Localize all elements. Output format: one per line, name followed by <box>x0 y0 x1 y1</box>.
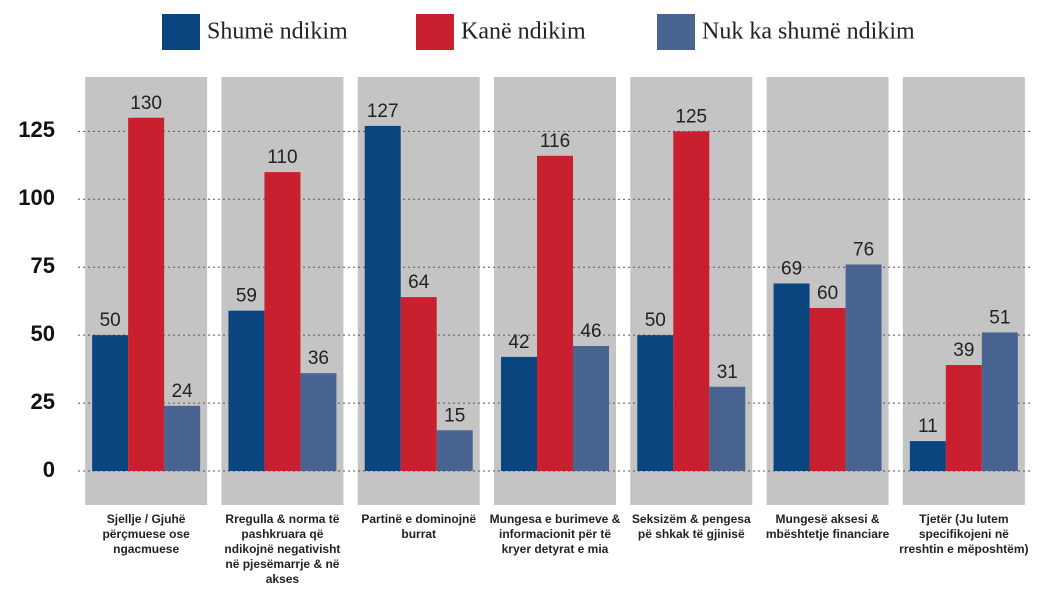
x-tick-label: Seksizëm & pengesa pë shkak të gjinisë <box>631 512 751 541</box>
x-tick-label: Sjellje / Gjuhë përçmuese ose ngacmuese <box>102 512 190 556</box>
bar <box>400 297 437 471</box>
bar <box>501 356 537 471</box>
value-label: 76 <box>853 240 874 261</box>
y-tick-label: 50 <box>31 321 55 346</box>
bar <box>573 346 609 471</box>
value-label: 50 <box>645 310 666 331</box>
bar <box>128 117 165 472</box>
y-tick-label: 125 <box>18 117 55 142</box>
bar <box>637 335 674 471</box>
bar <box>300 373 337 471</box>
legend-label: Kanë ndikim <box>461 19 586 45</box>
value-label: 11 <box>918 416 938 437</box>
x-tick-label: Mungesa e burimeve & informacionit për t… <box>489 512 621 556</box>
value-label: 116 <box>540 131 570 152</box>
bar <box>92 335 129 471</box>
y-tick-label: 75 <box>31 253 55 278</box>
value-label: 59 <box>236 286 257 307</box>
value-label: 51 <box>989 307 1010 328</box>
bar <box>164 405 201 471</box>
y-tick-label: 100 <box>18 185 55 210</box>
value-label: 39 <box>953 340 974 361</box>
bar <box>228 310 265 471</box>
bar <box>264 172 301 471</box>
legend-swatch <box>162 14 200 50</box>
y-tick-label: 0 <box>43 457 55 482</box>
value-label: 127 <box>367 101 399 122</box>
legend-swatch <box>416 14 454 50</box>
bar <box>909 441 946 471</box>
bar <box>673 131 710 471</box>
value-label: 46 <box>580 321 601 342</box>
value-label: 36 <box>308 348 329 369</box>
value-label: 60 <box>817 283 838 304</box>
value-label: 69 <box>781 259 802 280</box>
legend-label: Nuk ka shumë ndikim <box>702 19 915 45</box>
bar <box>537 155 573 472</box>
value-label: 50 <box>100 310 121 331</box>
bar <box>809 307 846 471</box>
bar <box>364 125 401 472</box>
bar <box>945 365 982 471</box>
x-tick-label: Rregulla & norma të pashkruara që ndikoj… <box>224 512 341 586</box>
y-tick-label: 25 <box>31 389 55 414</box>
value-label: 125 <box>675 106 707 127</box>
x-tick-label: Partinë e dominojnë burrat <box>361 512 477 541</box>
value-label: 110 <box>267 147 297 168</box>
bar <box>709 386 746 471</box>
legend-label: Shumë ndikim <box>207 19 348 45</box>
bar <box>981 332 1018 471</box>
x-tick-label: Tjetër (Ju lutem specifikojeni në rresht… <box>899 512 1029 556</box>
legend-swatch <box>657 14 695 50</box>
value-label: 130 <box>130 93 162 114</box>
bar <box>773 283 810 471</box>
value-label: 15 <box>444 405 465 426</box>
value-label: 64 <box>408 272 430 293</box>
value-label: 24 <box>172 381 194 402</box>
x-tick-label: Mungesë aksesi & mbështetje financiare <box>765 512 890 541</box>
bar <box>436 430 473 471</box>
value-label: 42 <box>508 332 529 353</box>
value-label: 31 <box>717 362 738 383</box>
bar <box>845 264 882 471</box>
